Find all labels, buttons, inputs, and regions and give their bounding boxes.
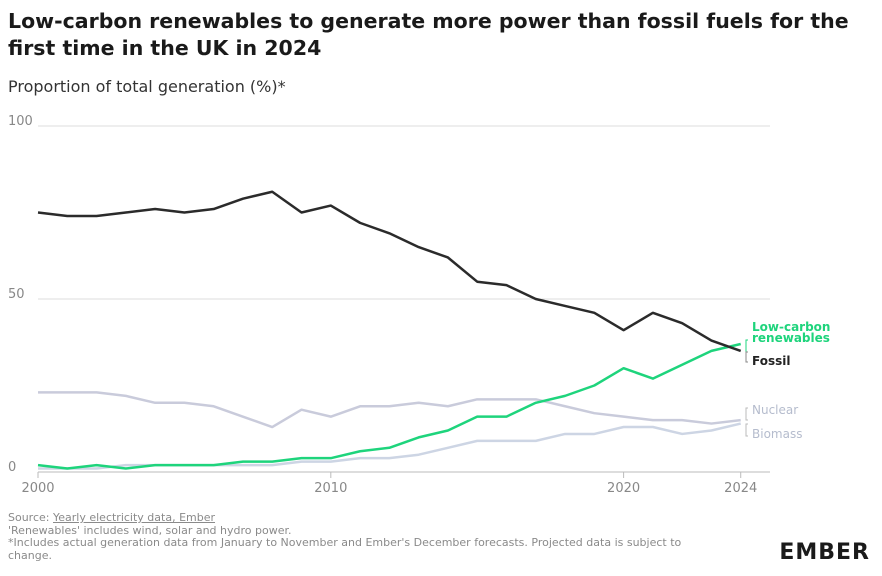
label-bracket [745,351,748,363]
x-tick-label: 2000 [21,481,54,496]
note: 'Renewables' includes wind, solar and hy… [8,523,292,537]
series-label: Low-carbon renewables [752,320,831,345]
note: *Includes actual generation data from Ja… [8,536,682,562]
label-bracket [745,423,748,437]
chart-title: Low-carbon renewables to generate more p… [8,9,849,60]
y-tick-label: 50 [8,287,25,302]
source-link[interactable]: Yearly electricity data, Ember [53,511,216,524]
series-label: Nuclear [752,403,799,417]
series-line [37,342,742,470]
label-bracket [745,407,748,421]
y-tick-label: 0 [8,460,16,475]
x-tick-label: 2020 [607,481,640,496]
label-bracket [745,339,748,353]
series-line [37,190,742,353]
chart-subtitle: Proportion of total generation (%)* [8,77,286,96]
source-label: Source: [8,511,50,524]
series-line [38,422,742,470]
x-tick-label: 2010 [314,481,347,496]
y-tick-label: 100 [8,114,33,129]
x-tick-label: 2024 [724,481,757,496]
series-line [38,391,741,429]
footer: Source: Yearly electricity data, Ember '… [8,511,728,562]
series-label: Fossil [752,354,791,368]
series-label: Biomass [752,427,803,441]
logo: EMBER [779,540,870,565]
